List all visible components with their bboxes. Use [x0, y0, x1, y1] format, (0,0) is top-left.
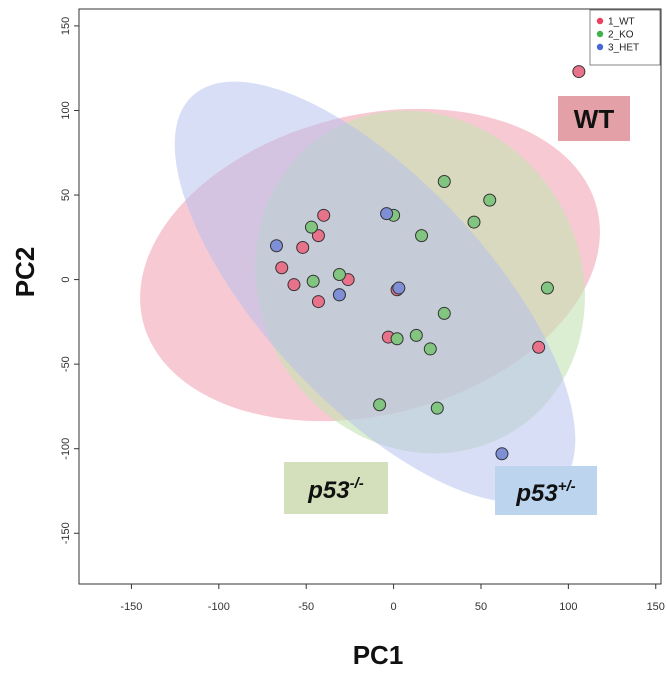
- point-2-ko-2: [467, 215, 481, 229]
- y-tick-label: -150: [60, 522, 72, 544]
- point-1-wt-3: [296, 240, 310, 254]
- p53-het-label-box: [495, 466, 597, 515]
- legend-label: 3_HET: [608, 43, 639, 54]
- point-2-ko-4: [304, 220, 318, 234]
- y-axis: -150 -100 -50 0 50 100 150: [60, 17, 79, 544]
- p53-ko-label-box: [284, 462, 388, 514]
- point-2-ko-12: [423, 342, 437, 356]
- y-tick-label: 150: [60, 17, 72, 35]
- point-2-ko-14: [430, 401, 444, 415]
- point-3-het-2: [392, 281, 406, 295]
- point-1-wt-1: [317, 208, 331, 222]
- point-2-ko-7: [306, 274, 320, 288]
- point-2-ko-0: [437, 175, 451, 188]
- point-3-het-4: [495, 447, 509, 461]
- p53-ko-label: p53-/-: [307, 475, 364, 504]
- wt-label-box: [558, 96, 630, 141]
- point-3-het-0: [269, 239, 283, 253]
- point-3-het-1: [380, 207, 394, 221]
- x-axis-title: PC1: [353, 640, 404, 670]
- point-3-het-3: [332, 288, 346, 302]
- x-tick-label: -100: [208, 601, 230, 613]
- x-tick-label: 150: [647, 601, 665, 613]
- legend: 1_WT 2_KO 3_HET: [589, 9, 661, 66]
- x-tick-label: -50: [298, 601, 314, 613]
- legend-marker: [596, 43, 604, 51]
- confidence-ellipses: [140, 81, 600, 503]
- y-tick-label: 50: [60, 189, 72, 201]
- legend-marker: [596, 17, 604, 25]
- point-2-ko-6: [332, 268, 346, 282]
- legend-label: 2_KO: [608, 30, 634, 41]
- legend-label: 1_WT: [608, 17, 635, 28]
- y-tick-label: -50: [60, 356, 72, 372]
- point-1-wt-4: [275, 261, 289, 275]
- point-2-ko-8: [540, 281, 554, 295]
- y-axis-title: PC2: [10, 247, 40, 298]
- x-tick-label: -150: [120, 601, 142, 613]
- p53-ko-label-superscript: -/-: [350, 475, 364, 492]
- x-tick-label: 0: [391, 601, 397, 613]
- y-tick-label: 0: [60, 277, 72, 283]
- point-1-wt-7: [311, 295, 325, 309]
- point-1-wt-11: [532, 340, 546, 354]
- p53-het-label-main: p53: [515, 480, 558, 507]
- het-ellipse: [174, 81, 576, 503]
- p53-ko-label-main: p53: [307, 477, 350, 504]
- point-2-ko-5: [415, 229, 429, 243]
- point-2-ko-1: [483, 193, 497, 207]
- data-points: [269, 65, 586, 461]
- p53-het-label: p53+/-: [515, 478, 575, 507]
- point-1-wt-5: [287, 278, 301, 292]
- point-1-wt-2: [311, 229, 325, 243]
- group-annotations: WT p53-/- p53+/-: [284, 96, 630, 515]
- wt-label: WT: [574, 104, 615, 134]
- x-tick-label: 50: [475, 601, 487, 613]
- plot-frame: [78, 8, 662, 585]
- y-tick-label: 100: [60, 101, 72, 119]
- point-2-ko-11: [390, 332, 404, 346]
- legend-marker: [596, 30, 604, 38]
- point-1-wt-0: [572, 65, 586, 79]
- p53-het-label-superscript: +/-: [558, 478, 576, 495]
- y-tick-label: -100: [60, 438, 72, 460]
- x-axis: -150 -100 -50 0 50 100 150: [120, 584, 665, 613]
- point-2-ko-9: [437, 306, 451, 320]
- x-tick-label: 100: [559, 601, 577, 613]
- point-2-ko-10: [409, 328, 423, 342]
- point-2-ko-13: [373, 398, 387, 412]
